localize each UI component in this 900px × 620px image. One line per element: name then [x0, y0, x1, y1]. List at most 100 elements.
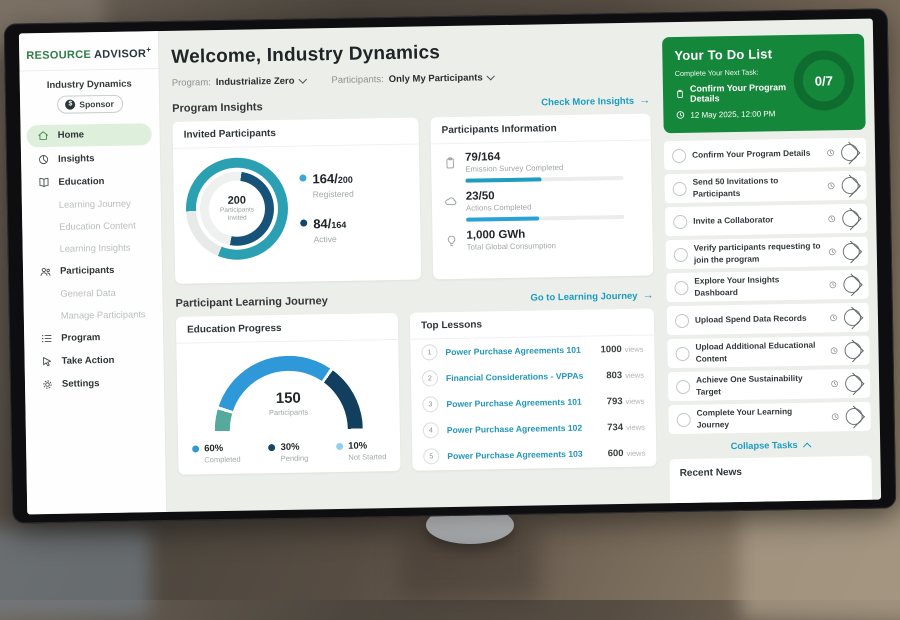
- clock-icon: [826, 148, 835, 157]
- checkbox[interactable]: [674, 280, 689, 295]
- checkbox[interactable]: [673, 214, 688, 229]
- lesson-link[interactable]: Power Purchase Agreements 101: [446, 396, 582, 410]
- chevron-right-button[interactable]: [838, 207, 862, 230]
- lesson-rank: 2: [421, 370, 439, 387]
- todo-item[interactable]: Send 50 Invitations to Participants: [664, 170, 867, 204]
- list-icon: [40, 332, 53, 345]
- sponsor-label: Sponsor: [79, 98, 114, 110]
- todo-item[interactable]: Upload Additional Educational Content: [667, 335, 870, 369]
- sidebar-item-label: Settings: [61, 377, 100, 390]
- checkbox[interactable]: [671, 148, 687, 163]
- todo-item[interactable]: Explore Your Insights Dashboard: [666, 269, 869, 303]
- sidebar-item-home[interactable]: Home: [26, 122, 152, 148]
- background-blur-bottom-left: [0, 528, 150, 618]
- sidebar-item-label: Home: [57, 129, 85, 141]
- lesson-rank: 1: [421, 344, 438, 361]
- lesson-views: 600: [607, 447, 624, 459]
- card-title: Participants Information: [430, 113, 651, 145]
- todo-item[interactable]: Complete Your Learning Journey: [668, 401, 871, 435]
- checkbox[interactable]: [675, 346, 690, 361]
- clock-icon: [829, 346, 838, 355]
- chevron-right-button[interactable]: [842, 405, 865, 428]
- checkbox[interactable]: [674, 313, 690, 328]
- invited-donut-chart: 200 Participants Invited: [185, 156, 289, 261]
- lesson-rank: 4: [422, 422, 440, 439]
- todo-item-label: Achieve One Sustainability Target: [695, 373, 803, 397]
- lesson-link[interactable]: Power Purchase Agreements 103: [447, 448, 583, 462]
- filters-row: Program: Industrialize Zero Participants…: [172, 69, 650, 89]
- checkbox[interactable]: [676, 412, 691, 427]
- lesson-views: 1000: [600, 343, 622, 355]
- sidebar-item-learning-journey[interactable]: Learning Journey: [22, 192, 161, 216]
- todo-item[interactable]: Achieve One Sustainability Target: [667, 368, 871, 402]
- sidebar-item-participants[interactable]: Participants: [23, 258, 162, 283]
- chevron-right-button[interactable]: [840, 306, 864, 329]
- checkbox[interactable]: [673, 247, 688, 262]
- gauge-center-value: 150: [275, 389, 301, 408]
- todo-item[interactable]: Confirm Your Program Details: [663, 137, 867, 171]
- chevron-right-button[interactable]: [838, 174, 861, 197]
- todo-item[interactable]: Verify participants requesting to join t…: [665, 236, 869, 270]
- clock-icon: [828, 247, 837, 256]
- go-to-learning-journey-link[interactable]: Go to Learning Journey →: [530, 289, 653, 303]
- checkbox[interactable]: [676, 379, 691, 394]
- arrow-right-icon: →: [639, 94, 651, 107]
- sidebar-item-education[interactable]: Education: [21, 169, 160, 194]
- sidebar-item-label: Learning Insights: [59, 242, 131, 254]
- collapse-tasks-link[interactable]: Collapse Tasks: [669, 439, 871, 453]
- legend-not-started: 10% Not Started: [336, 440, 386, 462]
- legend-pct: 60%: [204, 442, 224, 455]
- brand-logo: RESOURCE ADVISOR+: [19, 41, 159, 72]
- program-dropdown[interactable]: Program: Industrialize Zero: [172, 75, 307, 89]
- program-insights-header: Program Insights Check More Insights →: [172, 94, 650, 114]
- stat-label: Actions Completed: [465, 202, 532, 213]
- chevron-right-button[interactable]: [840, 273, 863, 296]
- card-title: Invited Participants: [172, 117, 419, 149]
- lesson-views: 734: [607, 421, 624, 433]
- chevron-right-button[interactable]: [839, 240, 863, 263]
- checkbox[interactable]: [672, 181, 687, 196]
- sidebar-item-label: Manage Participants: [60, 308, 146, 321]
- participants-label: Participants:: [331, 74, 384, 87]
- gauge-center: 150 Participants: [214, 389, 362, 419]
- todo-item[interactable]: Invite a Collaborator: [665, 203, 868, 237]
- legend-registered: 164/200 Registered: [299, 170, 354, 200]
- lesson-link[interactable]: Power Purchase Agreements 102: [446, 422, 583, 436]
- sidebar-item-program[interactable]: Program: [24, 325, 163, 350]
- sidebar-item-general-data[interactable]: General Data: [23, 281, 162, 305]
- invited-card-body: 200 Participants Invited 164/200 Register…: [173, 145, 421, 261]
- education-gauge-chart: 150 Participants: [213, 354, 363, 434]
- legend-active: 84/164 Active: [300, 215, 355, 245]
- lesson-link[interactable]: Power Purchase Agreements 101: [445, 344, 581, 358]
- todo-item-label: Upload Spend Data Records: [694, 312, 807, 325]
- todo-title: Your To Do List: [674, 46, 773, 64]
- sidebar-item-settings[interactable]: Settings: [25, 371, 164, 396]
- legend-pct: 30%: [280, 441, 300, 453]
- sidebar-item-insights[interactable]: Insights: [21, 146, 160, 171]
- todo-item[interactable]: Upload Spend Data Records: [666, 302, 870, 336]
- clock-icon: [830, 379, 839, 388]
- sidebar-item-manage-participants[interactable]: Manage Participants: [24, 303, 163, 327]
- card-title: Education Progress: [175, 312, 399, 344]
- sponsor-badge[interactable]: $ Sponsor: [56, 94, 123, 114]
- stat-row: 79/164 Emission Survey Completed: [431, 140, 652, 183]
- legend-label: Active: [313, 233, 337, 245]
- legend-value: 164/: [312, 170, 338, 187]
- sidebar-nav: Home Insights Education Learning Journey…: [20, 122, 164, 396]
- collapse-label: Collapse Tasks: [730, 439, 798, 452]
- insights-icon: [37, 153, 50, 166]
- sidebar-item-education-content[interactable]: Education Content: [22, 214, 161, 238]
- chevron-right-button[interactable]: [837, 141, 861, 164]
- lesson-link[interactable]: Financial Considerations - VPPAs: [445, 370, 584, 384]
- sidebar-item-learning-insights[interactable]: Learning Insights: [22, 236, 161, 260]
- sidebar-item-take-action[interactable]: Take Action: [24, 348, 163, 373]
- chevron-right-button[interactable]: [841, 339, 864, 362]
- chevron-right-button[interactable]: [841, 372, 865, 395]
- views-suffix: views: [625, 370, 645, 380]
- views-suffix: views: [625, 396, 645, 406]
- participants-information-card: Participants Information 79/164 Emission…: [430, 113, 654, 280]
- check-more-insights-link[interactable]: Check More Insights →: [541, 94, 650, 108]
- legend-denominator: 164: [331, 219, 347, 231]
- todo-panel: Your To Do List Complete Your Next Task:…: [657, 19, 881, 504]
- participants-dropdown[interactable]: Participants: Only My Participants: [331, 72, 495, 87]
